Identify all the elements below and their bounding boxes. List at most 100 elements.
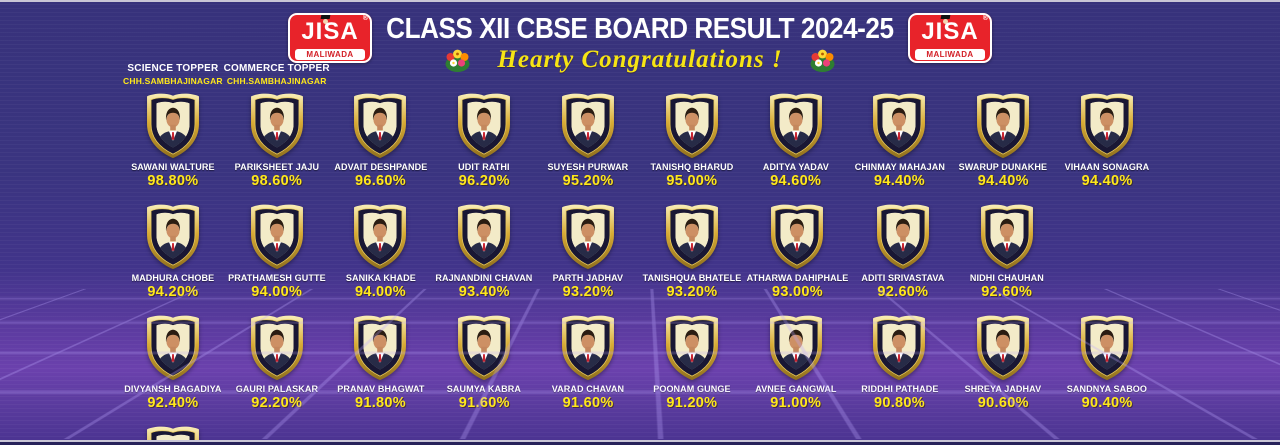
student-score: 92.60% <box>851 284 955 300</box>
top-border-line <box>0 0 1280 2</box>
student-card: ATHARWA DAHIPHALE 93.00% <box>744 203 851 300</box>
student-shield-photo <box>1076 92 1138 160</box>
student-score: 90.60% <box>951 395 1055 411</box>
student-name: SHREYA JADHAV <box>954 384 1053 395</box>
student-shield-photo <box>1076 314 1138 382</box>
student-shield-photo <box>872 203 934 271</box>
student-card: MADHURA CHOBE 94.20% <box>121 203 225 300</box>
student-score: 93.00% <box>744 284 851 300</box>
topper-label-block: SCIENCE TOPPER CHH.SAMBHAJINAGAR <box>115 64 231 86</box>
student-name: RAJNANDINI CHAVAN <box>435 273 534 284</box>
student-shield-photo <box>142 203 204 271</box>
student-score: 93.20% <box>536 284 640 300</box>
student-card: AVNEE GANGWAL 91.00% <box>744 314 848 411</box>
student-shield-photo <box>972 92 1034 160</box>
student-score: 91.60% <box>536 395 640 411</box>
student-name: ADITI SRIVASTAVA <box>854 273 953 284</box>
student-name: TANISHQUA BHATELE <box>643 273 742 284</box>
student-card: ADVAIT DESHPANDE 96.60% <box>329 92 433 189</box>
student-name: CHINMAY MAHAJAN <box>850 162 949 173</box>
student-card: SWARUP DUNAKHE 94.40% <box>951 92 1055 189</box>
student-shield-photo <box>661 92 723 160</box>
student-name: VARAD CHAVAN <box>539 384 638 395</box>
student-shield-photo <box>868 92 930 160</box>
student-shield-photo <box>557 203 619 271</box>
student-shield-photo <box>349 92 411 160</box>
student-score: 93.40% <box>432 284 536 300</box>
student-name: SAWANI WALTURE <box>124 162 223 173</box>
page-title: CLASS XII CBSE BOARD RESULT 2024-25 <box>0 13 1280 46</box>
student-name: ADVAIT DESHPANDE <box>331 162 430 173</box>
student-name: PRANAV BHAGWAT <box>331 384 430 395</box>
student-score: 94.00% <box>225 284 329 300</box>
student-card: UDIT RATHI 96.20% <box>432 92 536 189</box>
student-name: VIHAAN SONAGRA <box>1058 162 1157 173</box>
student-card: DIVYANSH BAGADIYA 92.40% <box>121 314 225 411</box>
student-shield-photo <box>453 314 515 382</box>
student-name: PARTH JADHAV <box>539 273 638 284</box>
student-card: SANIKA KHADE 94.00% <box>329 203 433 300</box>
congrats-text: Hearty Congratulations ! <box>497 46 782 74</box>
student-card: TANISHQ BHARUD 95.00% <box>640 92 744 189</box>
student-card: ADITI SRIVASTAVA 92.60% <box>851 203 955 300</box>
student-card: SCIENCE TOPPER CHH.SAMBHAJINAGAR SAWANI … <box>121 92 225 189</box>
student-score: 95.20% <box>536 173 640 189</box>
student-name: RIDDHI PATHADE <box>850 384 949 395</box>
student-shield-photo <box>765 314 827 382</box>
student-name: TANISHQ BHARUD <box>643 162 742 173</box>
student-shield-photo <box>453 92 515 160</box>
student-card: POONAM GUNGE 91.20% <box>640 314 744 411</box>
topper-city: CHH.SAMBHAJINAGAR <box>115 77 231 86</box>
student-card: SHREYA JADHAV 90.60% <box>951 314 1055 411</box>
student-name: NIDHI CHAUHAN <box>957 273 1056 284</box>
student-card: ADITYA YADAV 94.60% <box>744 92 848 189</box>
student-name: ADITYA YADAV <box>746 162 845 173</box>
student-card: NIDHI CHAUHAN 92.60% <box>955 203 1059 300</box>
student-card: RAJNANDINI CHAVAN 93.40% <box>432 203 536 300</box>
student-card: CHINMAY MAHAJAN 94.40% <box>848 92 952 189</box>
student-shield-photo <box>661 203 723 271</box>
student-name: MADHURA CHOBE <box>124 273 223 284</box>
student-name: DIVYANSH BAGADIYA <box>124 384 223 395</box>
student-shield-photo <box>766 203 828 271</box>
student-shield-photo <box>246 92 308 160</box>
student-shield-photo <box>976 203 1038 271</box>
student-card: TANISHQUA BHATELE 93.20% <box>640 203 744 300</box>
student-name: GAURI PALASKAR <box>227 384 326 395</box>
student-card: PRANAV BHAGWAT 91.80% <box>329 314 433 411</box>
student-name: SANDNYA SABOO <box>1058 384 1157 395</box>
student-card: SAUMYA KABRA 91.60% <box>432 314 536 411</box>
student-card: SUYESH PURWAR 95.20% <box>536 92 640 189</box>
flower-bouquet-left-icon <box>444 48 471 73</box>
student-shield-photo <box>349 203 411 271</box>
student-card: VIHAAN SONAGRA 94.40% <box>1055 92 1159 189</box>
student-name: SANIKA KHADE <box>331 273 430 284</box>
student-card: GAURI PALASKAR 92.20% <box>225 314 329 411</box>
student-score: 91.60% <box>432 395 536 411</box>
student-name: PARIKSHEET JAJU <box>227 162 326 173</box>
student-score: 94.00% <box>329 284 433 300</box>
student-card: PRATHAMESH GUTTE 94.00% <box>225 203 329 300</box>
student-card: SANDNYA SABOO 90.40% <box>1055 314 1159 411</box>
student-shield-photo <box>349 314 411 382</box>
student-score: 90.40% <box>1055 395 1159 411</box>
student-name: SUYESH PURWAR <box>539 162 638 173</box>
student-score: 98.60% <box>225 173 329 189</box>
student-score: 91.80% <box>329 395 433 411</box>
student-card: RIDDHI PATHADE 90.80% <box>848 314 952 411</box>
student-shield-photo <box>453 203 515 271</box>
student-name: POONAM GUNGE <box>643 384 742 395</box>
student-score: 95.00% <box>640 173 744 189</box>
student-score: 94.40% <box>1055 173 1159 189</box>
topper-label-block: COMMERCE TOPPER CHH.SAMBHAJINAGAR <box>219 64 335 86</box>
student-score: 91.20% <box>640 395 744 411</box>
student-shield-photo <box>765 92 827 160</box>
student-score: 92.60% <box>955 284 1059 300</box>
student-shield-photo <box>142 92 204 160</box>
student-score: 93.20% <box>640 284 744 300</box>
student-name: SWARUP DUNAKHE <box>954 162 1053 173</box>
student-score: 94.40% <box>951 173 1055 189</box>
banner-root: JISA ® MALIWADA JISA ® MALIWADA CLASS XI… <box>0 0 1280 445</box>
student-shield-photo <box>142 314 204 382</box>
student-score: 91.00% <box>744 395 848 411</box>
